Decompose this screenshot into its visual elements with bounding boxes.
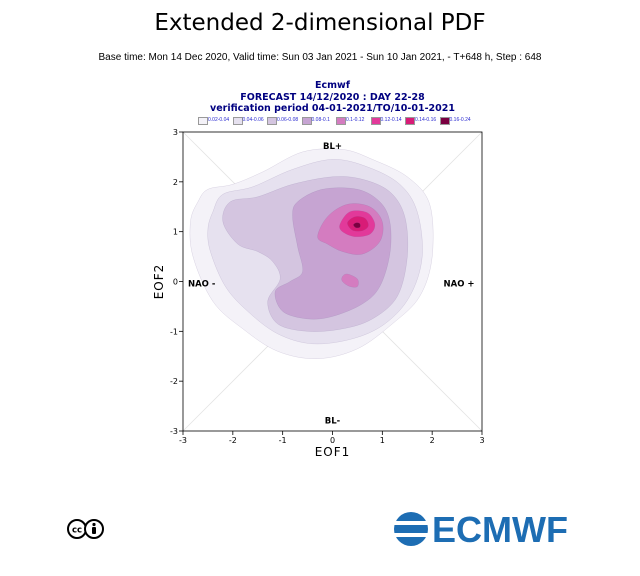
creative-commons-logo: cc: [67, 518, 105, 545]
x-tick-label: -3: [179, 436, 187, 445]
y-tick-label: -1: [170, 327, 178, 336]
plot-title-line2: FORECAST 14/12/2020 : DAY 22-28: [240, 92, 425, 103]
y-tick-label: 1: [173, 228, 178, 237]
legend-swatch: [405, 117, 415, 125]
legend-label: 0.16-0.24: [449, 117, 471, 123]
color-legend: 0.02-0.04 0.04-0.06 0.06-0.08 0.08-0.1 0.1-0…: [198, 116, 474, 125]
x-tick-label: 3: [479, 436, 484, 445]
legend-label: 0.06-0.08: [277, 117, 299, 123]
plot-title-line1: Ecmwf: [315, 80, 350, 91]
x-tick-label: 0: [330, 436, 335, 445]
plot-title-line3: verification period 04-01-2021/TO/10-01-…: [210, 103, 455, 114]
legend-label: 0.02-0.04: [208, 117, 230, 123]
y-tick-label: 2: [173, 178, 178, 187]
legend-label: 0.14-0.16: [415, 117, 437, 123]
legend-swatch: [301, 117, 312, 125]
regime-label-bottom: BL-: [325, 417, 341, 427]
legend-swatch: [439, 117, 450, 125]
contour-region: [353, 222, 361, 229]
legend-swatch: [232, 117, 243, 125]
regime-label-right: NAO +: [444, 279, 475, 289]
x-tick-label: -1: [279, 436, 287, 445]
ecmwf-logo: ECMWF: [392, 509, 572, 554]
legend-label: 0.04-0.06: [242, 117, 264, 123]
legend-label: 0.12-0.14: [380, 117, 402, 123]
y-tick-label: 3: [173, 128, 178, 137]
x-tick-label: 1: [380, 436, 385, 445]
y-tick-label: -3: [170, 427, 178, 436]
legend-swatch: [370, 117, 381, 125]
svg-text:cc: cc: [72, 526, 82, 536]
legend-label: 0.08-0.1: [311, 117, 330, 123]
legend-swatch: [198, 117, 208, 125]
x-axis-label: EOF1: [315, 445, 351, 459]
ecmwf-logo-text: ECMWF: [432, 509, 568, 549]
legend-swatch: [336, 117, 346, 125]
legend-swatch: [267, 117, 277, 125]
page-subtitle: Base time: Mon 14 Dec 2020, Valid time: …: [98, 52, 542, 63]
regime-label-left: NAO -: [188, 279, 216, 289]
contour-region: [341, 273, 359, 288]
y-axis-label: EOF2: [152, 264, 166, 300]
y-tick-label: -2: [170, 377, 178, 386]
page-title: Extended 2-dimensional PDF: [154, 10, 486, 36]
y-tick-label: 0: [173, 278, 178, 287]
x-tick-label: -2: [229, 436, 237, 445]
legend-label: 0.1-0.12: [346, 117, 365, 123]
regime-label-top: BL+: [323, 142, 342, 152]
x-tick-label: 2: [430, 436, 435, 445]
